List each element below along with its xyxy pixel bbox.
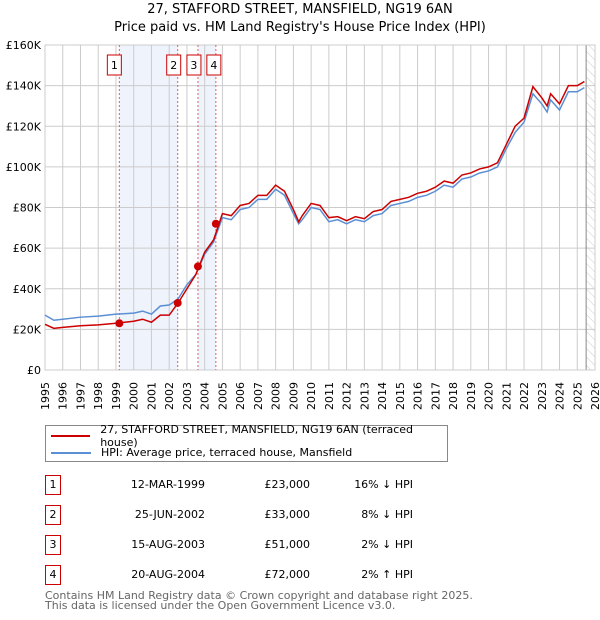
- x-tick-label: 2016: [412, 382, 425, 410]
- x-tick-label: 2019: [465, 382, 478, 410]
- sale-label-box: [106, 54, 122, 76]
- footer: Contains HM Land Registry data © Crown c…: [45, 589, 473, 612]
- sale-hpi-diff: 2% ↓ HPI: [361, 538, 413, 551]
- y-tick-label: £80K: [13, 202, 42, 215]
- x-tick-label: 1997: [74, 382, 87, 410]
- x-tick-label: 2018: [447, 382, 460, 410]
- x-tick-label: 2020: [483, 382, 496, 410]
- x-tick-label: 2022: [518, 382, 531, 410]
- hpi-line: [44, 87, 585, 322]
- sale-hpi-diff: 8% ↓ HPI: [361, 508, 413, 521]
- sale-hpi-diff: 16% ↓ HPI: [354, 478, 413, 491]
- sale-date: 12-MAR-1999: [130, 478, 205, 491]
- x-tick-label: 2000: [128, 382, 141, 410]
- x-tick-label: 2005: [216, 382, 229, 410]
- sale-date: 20-AUG-2004: [131, 568, 205, 581]
- x-tick-label: 2024: [554, 382, 567, 410]
- x-tick-label: 2008: [270, 382, 283, 410]
- x-tick-label: 2013: [358, 382, 371, 410]
- x-tick-label: 2009: [287, 382, 300, 410]
- sale-label: 1: [111, 59, 118, 72]
- sale-point: [173, 298, 182, 307]
- y-tick-label: £100K: [6, 161, 42, 174]
- sale-price: £72,000: [264, 568, 311, 581]
- y-tick-label: £140K: [6, 80, 42, 93]
- x-tick-label: 2026: [589, 382, 600, 410]
- sale-label: 2: [170, 59, 177, 72]
- y-tick-label: £0: [27, 364, 41, 377]
- sale-hpi-diff: 2% ↑ HPI: [361, 568, 413, 581]
- sale-label-box: [186, 54, 202, 76]
- sale-marker-box: 3: [45, 535, 61, 555]
- x-tick-label: 2007: [252, 382, 265, 410]
- chart-title: 27, STAFFORD STREET, MANSFIELD, NG19 6AN: [147, 2, 453, 17]
- x-tick-label: 2002: [163, 382, 176, 410]
- y-tick-label: £40K: [13, 283, 42, 296]
- y-tick-label: £160K: [6, 39, 42, 52]
- sales-row: 3 15-AUG-2003 £51,000 2% ↓ HPI: [45, 535, 465, 555]
- legend: 27, STAFFORD STREET, MANSFIELD, NG19 6AN…: [45, 423, 448, 462]
- x-tick-label: 1995: [39, 382, 52, 410]
- sale-date: 15-AUG-2003: [131, 538, 205, 551]
- x-tick-label: 1996: [57, 382, 70, 410]
- sale-price: £33,000: [264, 508, 311, 521]
- x-tick-label: 2003: [181, 382, 194, 410]
- legend-swatch-property: [51, 434, 91, 437]
- sale-marker-box: 2: [45, 505, 61, 525]
- price-chart: 1995 1996 1997 1998 1999 2000 2001 2002 2003 2004…: [6, 39, 600, 410]
- sale-date: 25-JUN-2002: [134, 508, 205, 521]
- sale-label-box: [206, 54, 222, 76]
- sale-label-box: [166, 54, 182, 76]
- x-tick-label: 2017: [429, 382, 442, 410]
- legend-swatch-hpi: [51, 451, 91, 454]
- plot-frame: [44, 44, 596, 371]
- property-price-line: [44, 80, 585, 330]
- x-tick-label: 2012: [341, 382, 354, 410]
- x-tick-label: 2014: [376, 382, 389, 410]
- x-tick-label: 1999: [110, 382, 123, 410]
- x-tick-label: 2001: [145, 382, 158, 410]
- sales-row: 4 20-AUG-2004 £72,000 2% ↑ HPI: [45, 565, 465, 585]
- sale-marker-box: 4: [45, 565, 61, 585]
- legend-label-property: 27, STAFFORD STREET, MANSFIELD, NG19 6AN…: [100, 422, 414, 449]
- sales-row: 1 12-MAR-1999 £23,000 16% ↓ HPI: [45, 475, 465, 495]
- sales-row: 2 25-JUN-2002 £33,000 8% ↓ HPI: [45, 505, 465, 525]
- chart-subtitle: Price paid vs. HM Land Registry's House …: [114, 20, 486, 35]
- legend-item-property: 27, STAFFORD STREET, MANSFIELD, NG19 6AN…: [46, 423, 447, 449]
- sale-point: [115, 319, 124, 328]
- x-tick-label: 2004: [199, 382, 212, 410]
- x-tick-label: 2010: [305, 382, 318, 410]
- x-tick-label: 2011: [323, 382, 336, 410]
- x-tick-label: 2023: [536, 382, 549, 410]
- sale-label: 3: [190, 59, 197, 72]
- sale-point: [193, 262, 202, 271]
- x-tick-label: 1998: [92, 382, 105, 410]
- footer-line1: Contains HM Land Registry data © Crown c…: [45, 589, 473, 602]
- x-tick-label: 2006: [234, 382, 247, 410]
- legend-label-hpi: HPI: Average price, terraced house, Mans…: [101, 446, 353, 459]
- sale-label: 4: [210, 59, 217, 72]
- sale-marker-box: 1: [45, 475, 61, 495]
- y-tick-label: £20K: [13, 323, 42, 336]
- sale-point: [211, 219, 220, 228]
- y-tick-label: £60K: [13, 242, 42, 255]
- legend-item-hpi: HPI: Average price, terraced house, Mans…: [46, 444, 352, 461]
- x-tick-label: 2021: [500, 382, 513, 410]
- y-tick-label: £120K: [6, 120, 42, 133]
- x-tick-label: 2015: [394, 382, 407, 410]
- x-tick-label: 2025: [571, 382, 584, 410]
- sale-price: £23,000: [264, 478, 311, 491]
- footer-line2: This data is licensed under the Open Gov…: [45, 599, 396, 612]
- sale-price: £51,000: [264, 538, 311, 551]
